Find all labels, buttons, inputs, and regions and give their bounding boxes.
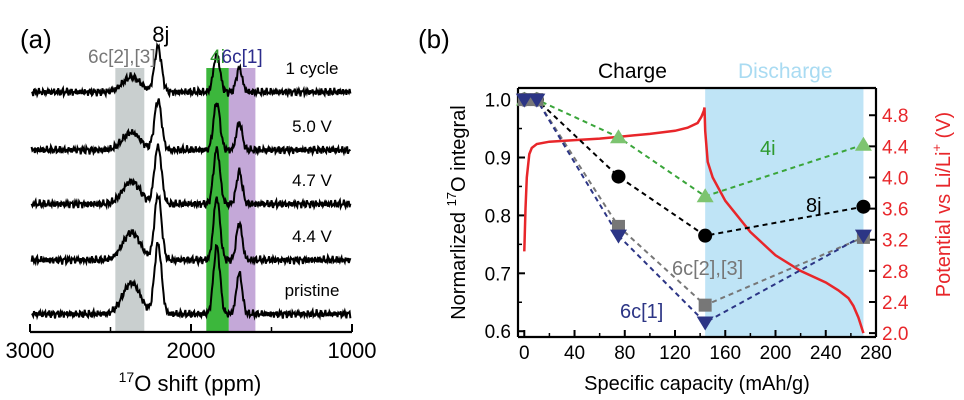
spectrum-label: 4.4 V: [292, 227, 332, 246]
spectrum-2: [30, 98, 352, 157]
x-tick-label: 40: [564, 343, 585, 364]
y-tick-label: 0.9: [485, 148, 511, 169]
x-tick-label: 0: [519, 343, 530, 364]
series-label: 4i: [760, 138, 776, 160]
series-markers: [515, 91, 872, 331]
panel-b: 0 40 80 120 160 200 240 280 0.6 0.7 0.8 0.9 1.0 2.0 2.…: [418, 24, 955, 395]
series-marker: [854, 136, 872, 151]
spectrum-label: 1 cycle: [286, 59, 339, 78]
series-marker: [856, 199, 871, 214]
labels: 1 cycle 5.0 V 4.7 V 4.4 V pristine 6c[2],[3] 4…: [88, 22, 339, 300]
y2-tick-label: 2.4: [882, 293, 909, 314]
y2-tick-label: 2.8: [882, 262, 908, 283]
peak-label: 8j: [152, 22, 169, 47]
spectrum-4: [30, 191, 352, 268]
x-tick-label: 80: [614, 343, 635, 364]
y2-tick-label: 2.0: [882, 324, 908, 345]
series-marker: [854, 229, 872, 244]
panel-a: 3000 2000 1000 1 cycle 5.0 V 4.7 V 4.4 V prist…: [6, 22, 377, 396]
x-tick-label: 1000: [328, 338, 377, 363]
y2-tick-label: 4.4: [882, 137, 909, 158]
potential-curve: [523, 107, 865, 334]
series-marker: [696, 188, 714, 203]
y-tick-label: 0.6: [485, 322, 511, 343]
series-label: 8j: [806, 195, 822, 217]
x-axis-label: 17O shift (ppm): [119, 369, 262, 396]
series-marker: [611, 219, 625, 233]
band-label: 4i: [210, 47, 225, 68]
series-marker: [698, 298, 712, 312]
series-line-2: [524, 98, 864, 237]
region-label-charge: Charge: [598, 60, 667, 83]
band-label: 6c[1]: [222, 47, 263, 68]
spectra: [30, 41, 352, 321]
x-tick-label: 280: [860, 343, 892, 364]
series-marker: [528, 93, 546, 108]
spectrum-label: 5.0 V: [292, 117, 332, 136]
spectrum-1: [31, 41, 352, 100]
y2-tick-label: 4.0: [882, 168, 908, 189]
series-label: 6c[2],[3]: [672, 258, 743, 280]
y-tick-label: 1.0: [485, 91, 511, 112]
spectrum-label: pristine: [285, 281, 340, 300]
x-tick-label: 2000: [167, 338, 216, 363]
spectrum-label: 4.7 V: [292, 171, 332, 190]
series-marker: [609, 129, 627, 144]
series-marker: [696, 316, 714, 331]
series-marker: [609, 229, 627, 244]
panel-label-a: (a): [20, 24, 52, 54]
x-tick-label: 120: [659, 343, 691, 364]
x-axis-ticks: 3000 2000 1000: [6, 324, 377, 363]
labels: Charge Discharge 4i 8j 6c[2],[3] 6c[1] Specifi…: [444, 60, 955, 395]
x-axis-label: Specific capacity (mAh/g): [584, 373, 810, 395]
axis-ticks: 0 40 80 120 160 200 240 280 0.6 0.7 0.8 0.9 1.0 2.0 2.…: [485, 91, 909, 364]
discharge-region: [705, 88, 864, 337]
band-label: 6c[2],[3]: [88, 47, 156, 68]
x-tick-label: 200: [760, 343, 792, 364]
series-marker: [698, 228, 713, 243]
panel-label-b: (b): [418, 24, 450, 54]
region-label-discharge: Discharge: [738, 60, 833, 83]
series-marker: [515, 93, 533, 108]
series-marker: [611, 169, 626, 184]
plot-frame: [516, 86, 878, 339]
y2-axis-label: Potential vs Li/Li+ (V): [929, 112, 955, 297]
y-tick-label: 0.8: [485, 206, 511, 227]
x-tick-label: 160: [709, 343, 741, 364]
y-axis-label: Normarlized 17O integral: [444, 105, 470, 320]
spectrum-5: [31, 241, 352, 321]
y2-tick-label: 3.6: [882, 200, 908, 221]
y2-tick-label: 4.8: [882, 106, 908, 127]
y-tick-label: 0.7: [485, 264, 511, 285]
x-tick-label: 240: [810, 343, 842, 364]
spectrum-3: [30, 143, 352, 211]
y2-tick-label: 3.2: [882, 231, 908, 252]
region-band-1: [115, 68, 145, 332]
x-tick-label: 3000: [6, 338, 55, 363]
series-label: 6c[1]: [620, 301, 663, 323]
